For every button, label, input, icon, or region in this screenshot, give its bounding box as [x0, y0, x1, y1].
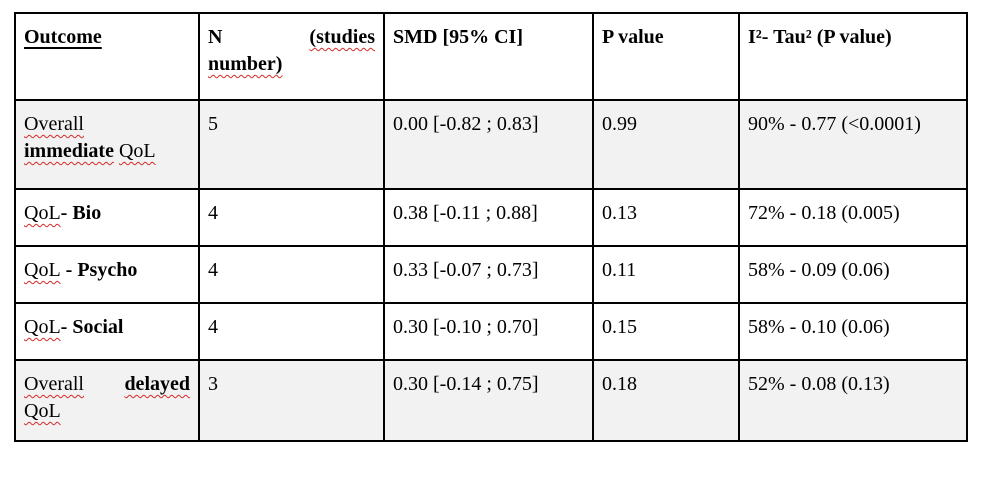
cell-i2: 52% - 0.08 (0.13) [738, 359, 968, 442]
header-p-value: P value [592, 12, 740, 101]
cell-n: 4 [198, 245, 385, 304]
cell-n: 4 [198, 188, 385, 247]
cell-n: 4 [198, 302, 385, 361]
cell-smd: 0.30 [-0.10 ; 0.70] [383, 302, 594, 361]
cell-n: 5 [198, 99, 385, 190]
cell-smd: 0.33 [-0.07 ; 0.73] [383, 245, 594, 304]
header-n: N (studies number) [198, 12, 385, 101]
cell-p: 0.15 [592, 302, 740, 361]
cell-i2: 58% - 0.10 (0.06) [738, 302, 968, 361]
cell-outcome: QoL - Psycho [14, 245, 200, 304]
cell-outcome: Overall delayed QoL [14, 359, 200, 442]
cell-n: 3 [198, 359, 385, 442]
cell-i2: 58% - 0.09 (0.06) [738, 245, 968, 304]
cell-smd: 0.38 [-0.11 ; 0.88] [383, 188, 594, 247]
cell-outcome: QoL- Bio [14, 188, 200, 247]
table-row: QoL- Social 4 0.30 [-0.10 ; 0.70] 0.15 5… [14, 302, 968, 361]
header-outcome: Outcome [14, 12, 200, 101]
cell-outcome: QoL- Social [14, 302, 200, 361]
cell-smd: 0.00 [-0.82 ; 0.83] [383, 99, 594, 190]
cell-i2: 90% - 0.77 (<0.0001) [738, 99, 968, 190]
cell-p: 0.18 [592, 359, 740, 442]
table-row: Overall immediate QoL 5 0.00 [-0.82 ; 0.… [14, 99, 968, 190]
table-row: QoL- Bio 4 0.38 [-0.11 ; 0.88] 0.13 72% … [14, 188, 968, 247]
results-table: Outcome N (studies number) SMD [95% CI] P… [14, 12, 968, 442]
table-row: Overall delayed QoL 3 0.30 [-0.14 ; 0.75]… [14, 359, 968, 442]
header-smd: SMD [95% CI] [383, 12, 594, 101]
cell-i2: 72% - 0.18 (0.005) [738, 188, 968, 247]
cell-p: 0.99 [592, 99, 740, 190]
table-header-row: Outcome N (studies number) SMD [95% CI] P… [14, 12, 968, 101]
header-i2-tau2: I²- Tau² (P value) [738, 12, 968, 101]
cell-smd: 0.30 [-0.14 ; 0.75] [383, 359, 594, 442]
cell-p: 0.13 [592, 188, 740, 247]
cell-p: 0.11 [592, 245, 740, 304]
table-row: QoL - Psycho 4 0.33 [-0.07 ; 0.73] 0.11 … [14, 245, 968, 304]
cell-outcome: Overall immediate QoL [14, 99, 200, 190]
